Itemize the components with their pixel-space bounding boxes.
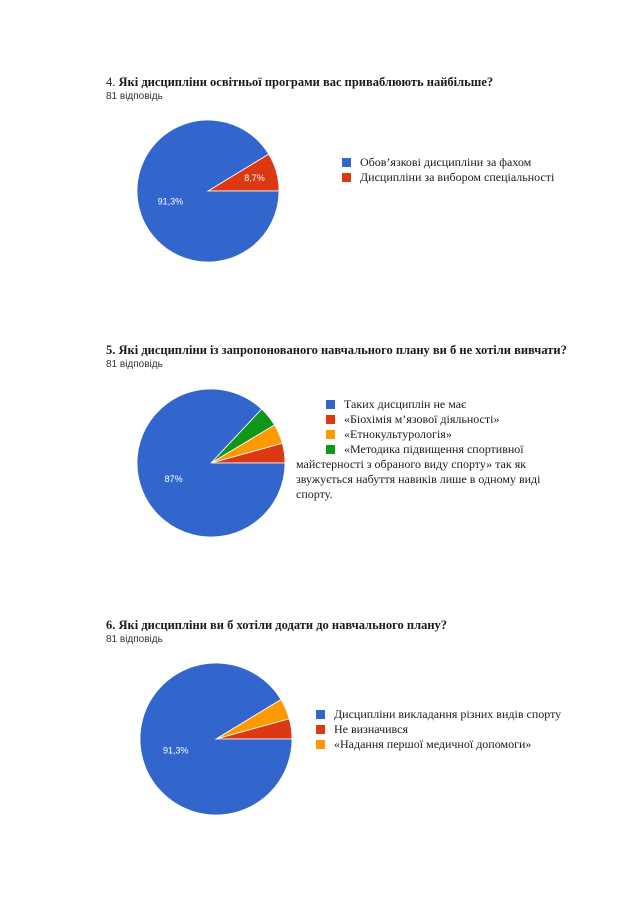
pie-chart-q6: 91,3% [139,662,293,816]
legend-continuation: майстерності з обраного виду спорту» так… [296,457,541,501]
legend-item: Таких дисциплін не має [326,397,566,412]
legend-swatch [326,400,335,409]
legend-swatch [342,158,351,167]
legend-item: Не визначився [316,722,616,737]
legend-swatch [342,173,351,182]
legend-swatch [316,740,325,749]
legend-label: Не визначився [334,722,408,736]
question-6-title: 6. Які дисципліни ви б хотіли додати до … [106,618,448,632]
question-5-title: 5. Які дисципліни із запропонованого нав… [106,343,567,357]
legend-q4: Обов’язкові дисципліни за фахом Дисциплі… [342,155,592,185]
question-5-header: 5. Які дисципліни із запропонованого нав… [106,343,626,371]
legend-item: «Методика підвищення спортивної [326,442,566,457]
legend-swatch [316,710,325,719]
pie-slice [136,119,280,263]
slice-data-label: 8,7% [244,173,265,183]
pie-slice [139,662,293,816]
legend-item: Дисципліни викладання різних видів спорт… [316,707,616,722]
legend-item: Дисципліни за вибором спеціальності [342,170,592,185]
legend-swatch [326,430,335,439]
legend-q5: Таких дисциплін не має «Біохімія м’язово… [296,397,566,502]
pie-chart-q5: 87% [136,388,286,538]
question-5-response-count: 81 відповідь [106,359,163,370]
legend-label: «Методика підвищення спортивної [344,442,524,456]
legend-label: Дисципліни викладання різних видів спорт… [334,707,562,721]
question-4-header: 4. Які дисципліни освітньої програми вас… [106,75,626,103]
pie-slice [136,388,286,538]
legend-item: Обов’язкові дисципліни за фахом [342,155,592,170]
question-4-response-count: 81 відповідь [106,91,163,102]
legend-swatch [326,445,335,454]
legend-label: «Етнокультурологія» [344,427,452,441]
legend-label: «Біохімія м’язової діяльності» [344,412,500,426]
question-4-title: 4. Які дисципліни освітньої програми вас… [106,75,494,89]
pie-chart-q4: 8,7% 91,3% [136,119,280,263]
slice-data-label: 91,3% [163,745,189,755]
question-6-header: 6. Які дисципліни ви б хотіли додати до … [106,618,626,646]
legend-label: Таких дисциплін не має [344,397,467,411]
legend-item: «Надання першої медичної допомоги» [316,737,616,752]
slice-data-label: 87% [165,474,183,484]
legend-swatch [316,725,325,734]
slice-data-label: 91,3% [158,197,184,207]
question-6-response-count: 81 відповідь [106,634,163,645]
legend-label: «Надання першої медичної допомоги» [334,737,532,751]
legend-item: «Біохімія м’язової діяльності» [326,412,566,427]
legend-q6: Дисципліни викладання різних видів спорт… [316,707,616,752]
legend-label: Дисципліни за вибором спеціальності [360,170,555,184]
legend-label: Обов’язкові дисципліни за фахом [360,155,532,169]
legend-swatch [326,415,335,424]
legend-item: «Етнокультурологія» [326,427,566,442]
